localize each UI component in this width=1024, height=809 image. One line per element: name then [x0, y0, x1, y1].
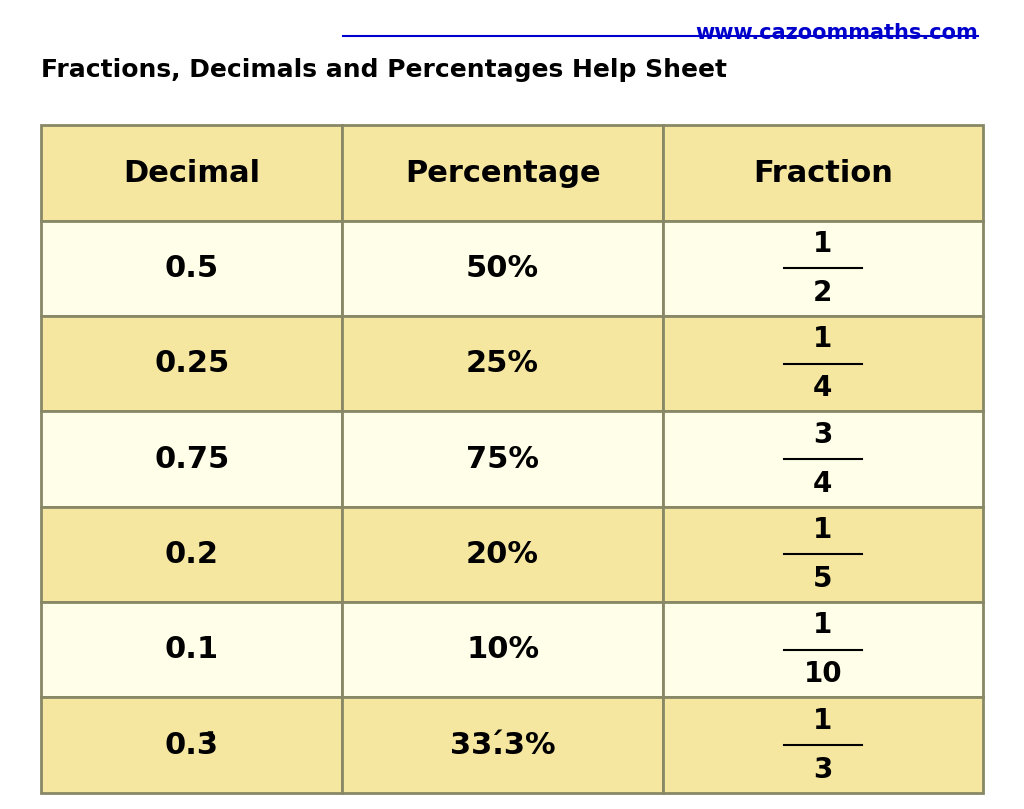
Text: 50%: 50% [466, 254, 540, 283]
Text: 0.1: 0.1 [165, 635, 219, 664]
Text: 5: 5 [813, 565, 833, 593]
Text: 20%: 20% [466, 540, 539, 569]
Text: 1: 1 [813, 230, 833, 258]
Text: Fractions, Decimals and Percentages Help Sheet: Fractions, Decimals and Percentages Help… [41, 58, 727, 83]
Text: 75%: 75% [466, 445, 539, 473]
Text: Decimal: Decimal [123, 159, 260, 188]
Text: 25%: 25% [466, 349, 539, 379]
Text: 0.2: 0.2 [165, 540, 219, 569]
Text: 2: 2 [813, 279, 833, 307]
Text: 1: 1 [813, 516, 833, 544]
Text: 3: 3 [813, 756, 833, 784]
Text: 0.5: 0.5 [165, 254, 219, 283]
Text: 0.25: 0.25 [154, 349, 229, 379]
Text: 0.75: 0.75 [154, 445, 229, 473]
Text: 4: 4 [813, 375, 833, 402]
Text: 10: 10 [804, 660, 842, 688]
Text: 4: 4 [813, 469, 833, 498]
Text: 0.3̇: 0.3̇ [165, 731, 219, 760]
Text: 3: 3 [813, 421, 833, 448]
Text: Fraction: Fraction [753, 159, 893, 188]
Text: 33.́3%: 33.́3% [450, 731, 555, 760]
Text: 1: 1 [813, 325, 833, 354]
Text: www.cazoommaths.com: www.cazoommaths.com [695, 23, 978, 43]
Text: 10%: 10% [466, 635, 540, 664]
Text: 1: 1 [813, 612, 833, 639]
Text: Percentage: Percentage [404, 159, 600, 188]
Text: 1: 1 [813, 706, 833, 735]
